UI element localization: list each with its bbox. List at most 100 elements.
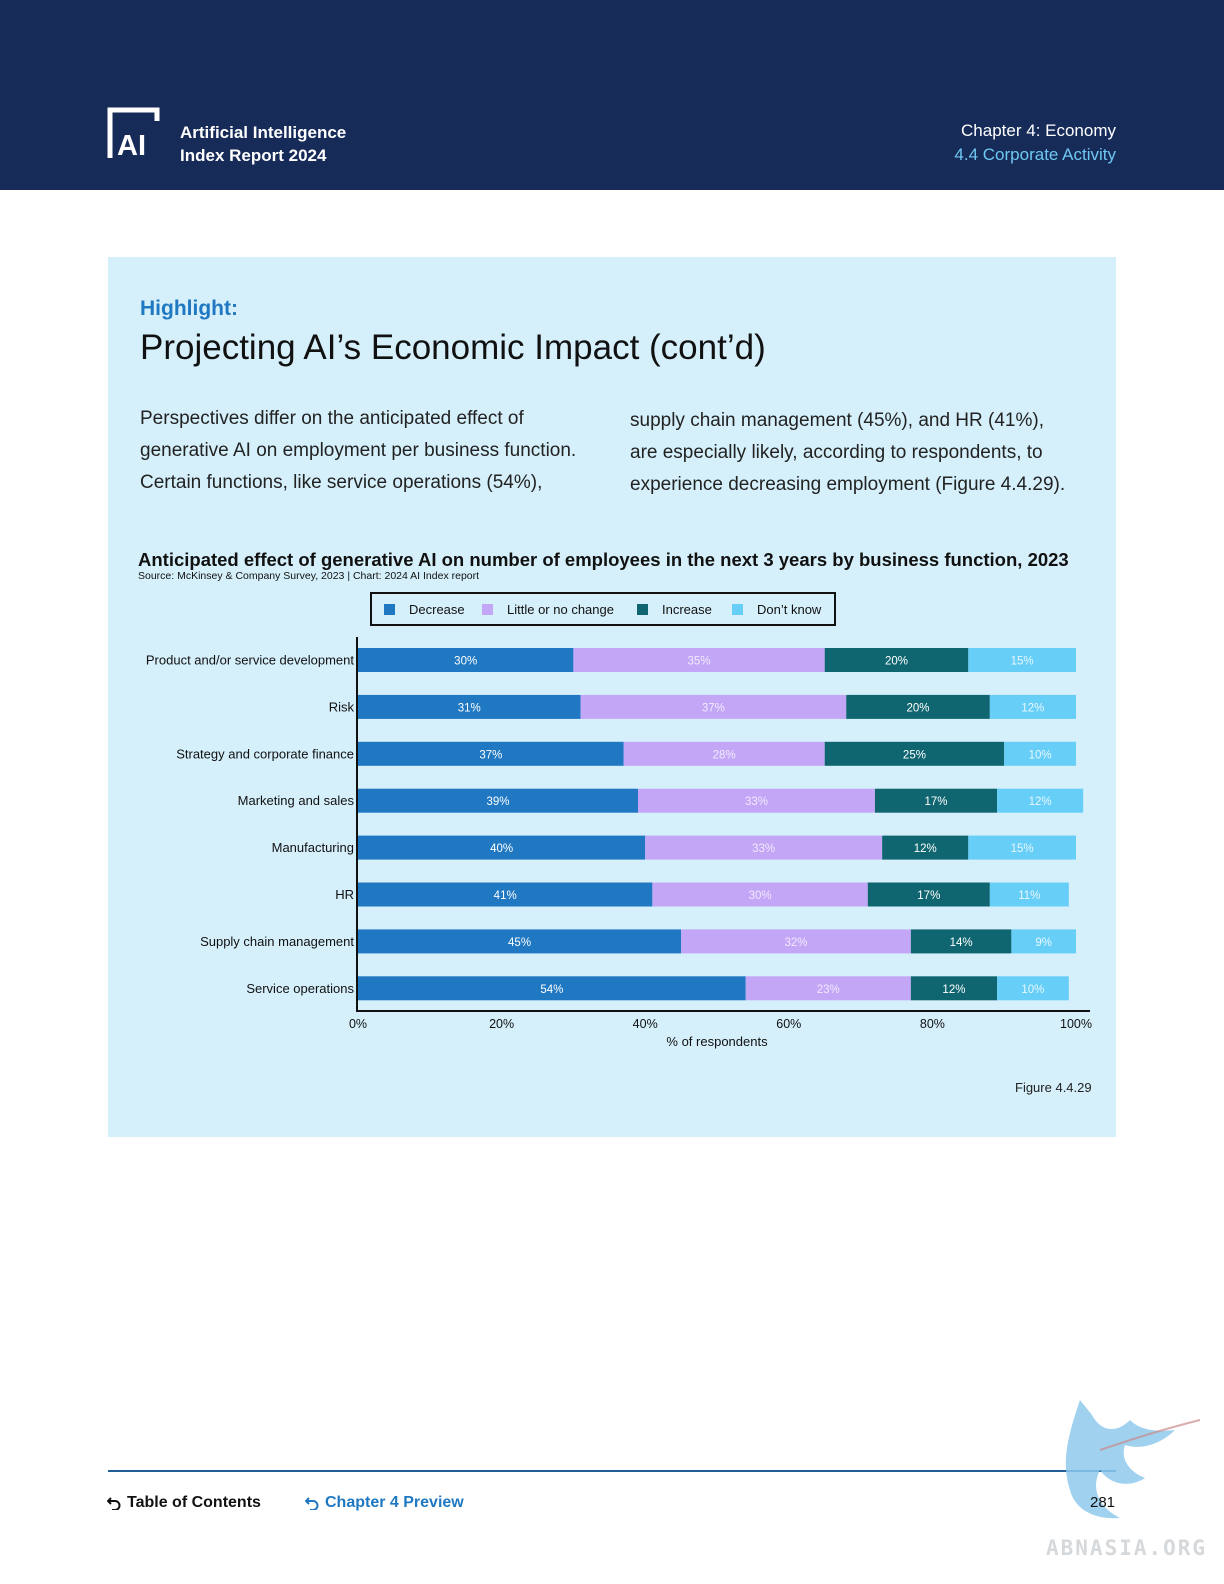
x-tick-label: 40% bbox=[633, 1017, 658, 1031]
intro-line: are especially likely, according to resp… bbox=[630, 442, 1043, 463]
bar-segment bbox=[358, 929, 682, 954]
intro-line: Certain functions, like service operatio… bbox=[140, 472, 543, 493]
intro-line: generative AI on employment per business… bbox=[140, 440, 577, 461]
data-label: 35% bbox=[688, 656, 711, 668]
legend-swatch bbox=[732, 604, 743, 615]
x-axis-label: % of respondents bbox=[666, 1034, 768, 1049]
bar-segment bbox=[867, 882, 990, 907]
data-label: 40% bbox=[490, 843, 513, 855]
legend-label: Decrease bbox=[409, 602, 465, 617]
data-label: 17% bbox=[924, 796, 947, 808]
legend-label: Increase bbox=[662, 602, 712, 617]
bar-segment bbox=[358, 835, 646, 860]
table-of-contents-link[interactable]: Table of Contents bbox=[107, 1494, 261, 1512]
data-label: 30% bbox=[749, 890, 772, 902]
intro-text-right: supply chain management (45%), and HR (4… bbox=[630, 405, 1100, 501]
data-label: 33% bbox=[745, 796, 768, 808]
intro-line: supply chain management (45%), and HR (4… bbox=[630, 410, 1044, 431]
bar-segment bbox=[358, 882, 653, 907]
category-label: Marketing and sales bbox=[238, 793, 355, 808]
figure-label: Figure 4.4.29 bbox=[1015, 1080, 1092, 1095]
data-label: 12% bbox=[914, 843, 937, 855]
bar-segment bbox=[652, 882, 868, 907]
data-label: 54% bbox=[540, 984, 563, 996]
data-label: 12% bbox=[1021, 702, 1044, 714]
bar-segment bbox=[910, 976, 998, 1001]
legend-swatch bbox=[384, 604, 395, 615]
chart-legend: Decrease Little or no change Increase Do… bbox=[370, 592, 836, 626]
bar-segment bbox=[358, 694, 581, 719]
bar-segment bbox=[989, 694, 1076, 719]
x-tick-label: 60% bbox=[776, 1017, 801, 1031]
legend-label: Don’t know bbox=[757, 602, 822, 617]
data-label: 17% bbox=[917, 890, 940, 902]
bar-segment bbox=[824, 648, 969, 672]
data-label: 20% bbox=[885, 656, 908, 668]
griffin-watermark-icon bbox=[1065, 1400, 1201, 1519]
data-label: 33% bbox=[752, 843, 775, 855]
bar-segment bbox=[968, 648, 1076, 672]
intro-line: experience decreasing employment (Figure… bbox=[630, 474, 1066, 495]
bar-segment bbox=[638, 788, 875, 813]
category-label: Service operations bbox=[246, 981, 354, 996]
category-label: Supply chain management bbox=[200, 934, 354, 949]
x-tick-label: 0% bbox=[349, 1017, 367, 1031]
data-label: 32% bbox=[784, 937, 807, 949]
data-label: 30% bbox=[454, 656, 477, 668]
bar-segment bbox=[358, 976, 746, 1001]
bar-segment bbox=[580, 694, 847, 719]
bar-segment bbox=[358, 788, 639, 813]
logo-letters: AI bbox=[117, 130, 146, 159]
ai-index-logo: AI bbox=[107, 107, 160, 159]
data-label: 9% bbox=[1035, 937, 1052, 949]
category-label: HR bbox=[335, 887, 354, 902]
data-label: 31% bbox=[458, 702, 481, 714]
bar-segment bbox=[681, 929, 911, 954]
data-label: 41% bbox=[494, 890, 517, 902]
data-label: 15% bbox=[1011, 843, 1034, 855]
bar-segment bbox=[745, 976, 911, 1001]
category-label: Risk bbox=[329, 699, 355, 714]
legend-item-dont-know: Don’t know bbox=[732, 602, 821, 617]
data-label: 11% bbox=[1018, 890, 1040, 902]
data-label: 39% bbox=[486, 796, 509, 808]
x-tick-label: 20% bbox=[489, 1017, 514, 1031]
data-label: 10% bbox=[1021, 984, 1044, 996]
return-arrow-icon bbox=[107, 1497, 121, 1510]
bar-segment bbox=[623, 741, 825, 766]
bar-segment bbox=[910, 929, 1012, 954]
legend-item-decrease: Decrease bbox=[384, 602, 465, 617]
intro-line: Perspectives differ on the anticipated e… bbox=[140, 408, 524, 429]
legend-item-increase: Increase bbox=[637, 602, 712, 617]
footer-divider bbox=[108, 1470, 1116, 1472]
chart-title: Anticipated effect of generative AI on n… bbox=[138, 549, 1069, 570]
watermark-text: ABNASIA.ORG bbox=[1046, 1536, 1208, 1560]
highlight-label: Highlight: bbox=[140, 297, 238, 320]
chapter-preview-link[interactable]: Chapter 4 Preview bbox=[305, 1494, 464, 1512]
data-label: 15% bbox=[1011, 656, 1034, 668]
stacked-bar-chart: Product and/or service development 30% 35%… bbox=[146, 637, 1092, 1049]
bar-segment bbox=[882, 835, 969, 860]
x-tick-label: 80% bbox=[920, 1017, 945, 1031]
bar-segment bbox=[968, 835, 1076, 860]
page-header: AI Artificial Intelligence Index Report … bbox=[0, 0, 1224, 190]
data-label: 25% bbox=[903, 749, 926, 761]
data-label: 28% bbox=[713, 749, 736, 761]
bar-segment bbox=[874, 788, 998, 813]
legend-label: Little or no change bbox=[507, 602, 614, 617]
bar-segment bbox=[997, 788, 1084, 813]
legend-swatch bbox=[482, 604, 493, 615]
return-arrow-icon bbox=[305, 1497, 319, 1510]
category-label: Strategy and corporate finance bbox=[176, 746, 354, 761]
chapter-heading: Chapter 4: Economy 4.4 Corporate Activit… bbox=[954, 119, 1116, 167]
data-label: 45% bbox=[508, 937, 531, 949]
report-name-line1: Artificial Intelligence bbox=[180, 123, 347, 142]
category-label: Manufacturing bbox=[272, 840, 354, 855]
report-name: Artificial Intelligence Index Report 202… bbox=[180, 121, 346, 167]
bar-segment bbox=[997, 976, 1069, 1001]
intro-text-left: Perspectives differ on the anticipated e… bbox=[140, 403, 610, 499]
bar-segment bbox=[358, 741, 624, 766]
data-label: 37% bbox=[479, 749, 502, 761]
chart-source: Source: McKinsey & Company Survey, 2023 … bbox=[138, 570, 480, 582]
page-title: Projecting AI’s Economic Impact (cont’d) bbox=[140, 328, 766, 367]
